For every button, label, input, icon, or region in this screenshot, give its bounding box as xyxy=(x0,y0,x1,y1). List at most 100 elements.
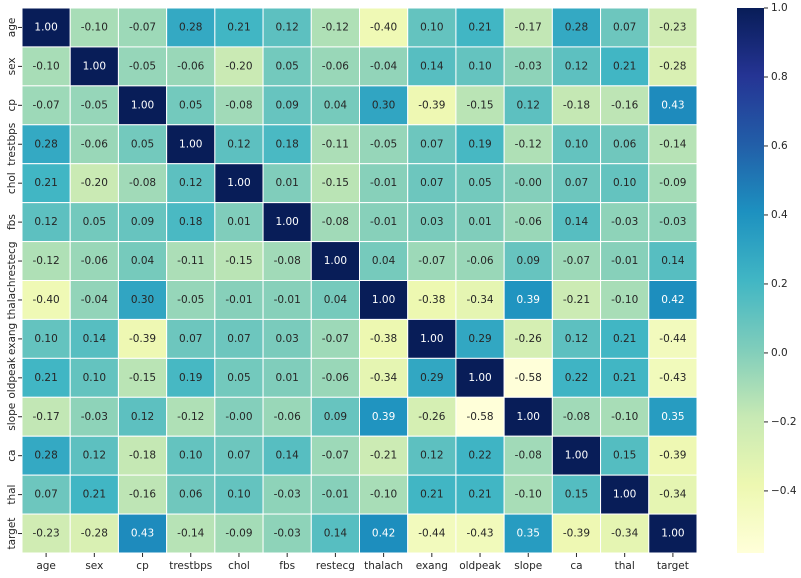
cell-label: 0.03 xyxy=(420,216,443,228)
cell-label: 0.09 xyxy=(275,99,298,111)
cell-label: 0.28 xyxy=(34,450,57,462)
y-tick-label: thalach xyxy=(6,280,18,319)
heatmap-cell xyxy=(310,202,360,243)
cell-label: 0.10 xyxy=(227,489,250,501)
heatmap-cell xyxy=(648,124,698,165)
cell-label: 0.15 xyxy=(613,450,636,462)
cell-label: -0.05 xyxy=(177,294,204,306)
cell-label: -0.40 xyxy=(370,21,397,33)
cell-label: 1.00 xyxy=(468,372,491,384)
cell-label: -0.39 xyxy=(659,450,686,462)
cell-label: 0.09 xyxy=(324,411,347,423)
cell-label: 0.14 xyxy=(661,255,685,267)
y-tick-label: exang xyxy=(6,323,18,355)
x-tick-label: target xyxy=(657,560,689,572)
cell-label: 1.00 xyxy=(131,99,154,111)
heatmap-cell xyxy=(359,474,409,515)
heatmap-cell xyxy=(600,241,650,281)
colorbar-tick-label: 0.4 xyxy=(771,209,788,221)
cell-label: -0.12 xyxy=(33,255,60,267)
heatmap-cell xyxy=(648,435,698,476)
cell-label: 0.30 xyxy=(372,99,395,111)
heatmap-cell xyxy=(648,85,698,126)
cell-label: 0.06 xyxy=(179,489,203,501)
heatmap-cell xyxy=(551,241,602,281)
cell-label: -0.10 xyxy=(81,21,108,33)
cell-label: 0.14 xyxy=(275,450,299,462)
cell-label: 0.01 xyxy=(275,177,298,189)
cell-label: 0.10 xyxy=(565,138,588,150)
cell-label: -0.38 xyxy=(370,333,397,345)
y-tick-label: age xyxy=(6,18,18,38)
heatmap-cell xyxy=(166,280,216,320)
x-tick-label: age xyxy=(36,560,56,572)
cell-label: -0.07 xyxy=(418,255,445,267)
cell-label: -0.58 xyxy=(466,411,493,423)
cell-label: -0.43 xyxy=(466,528,493,540)
heatmap-cell xyxy=(262,318,312,359)
cell-label: 0.04 xyxy=(324,294,348,306)
cell-label: -0.18 xyxy=(563,99,590,111)
heatmap-cell xyxy=(166,202,216,243)
heatmap-cell xyxy=(503,474,553,515)
heatmap-cell xyxy=(551,124,602,165)
cell-label: -0.34 xyxy=(466,294,493,306)
heatmap-cell xyxy=(359,396,409,437)
colorbar-tick-label: 0.8 xyxy=(771,71,788,83)
cell-label: 0.22 xyxy=(468,450,491,462)
cell-label: -0.17 xyxy=(515,21,542,33)
heatmap-cell xyxy=(503,85,553,126)
cell-label: 0.01 xyxy=(275,372,298,384)
cell-label: -0.15 xyxy=(466,99,493,111)
x-tick-label: cp xyxy=(136,560,149,572)
cell-label: -0.01 xyxy=(370,177,397,189)
heatmap-cell xyxy=(262,46,312,87)
heatmap-cell xyxy=(600,46,650,87)
cell-label: 1.00 xyxy=(34,21,57,33)
heatmap-cell xyxy=(551,280,602,320)
heatmap-cell xyxy=(310,513,360,554)
cell-label: -0.17 xyxy=(33,411,60,423)
heatmap-cell xyxy=(21,124,71,165)
heatmap-cell xyxy=(551,318,602,359)
cell-label: 0.39 xyxy=(372,411,395,423)
cell-label: 0.21 xyxy=(613,372,636,384)
heatmap-cell xyxy=(69,396,119,437)
cell-label: -0.21 xyxy=(563,294,590,306)
heatmap-cell xyxy=(648,46,698,87)
heatmap-cell xyxy=(359,357,409,398)
cell-label: 0.01 xyxy=(468,216,491,228)
cell-label: 0.43 xyxy=(131,528,154,540)
cell-label: 0.07 xyxy=(34,489,57,501)
heatmap-cell xyxy=(262,435,312,476)
heatmap-cell xyxy=(214,202,264,243)
cell-label: -0.08 xyxy=(274,255,301,267)
cell-label: 0.14 xyxy=(565,216,589,228)
heatmap-cell xyxy=(21,435,71,476)
heatmap-cell xyxy=(503,163,553,204)
cell-label: -0.58 xyxy=(515,372,542,384)
heatmap-cell xyxy=(359,202,409,243)
heatmap-cell xyxy=(69,357,119,398)
cell-label: 0.07 xyxy=(227,333,250,345)
heatmap-cell xyxy=(310,280,360,320)
cell-label: 0.07 xyxy=(613,21,636,33)
cell-label: 0.28 xyxy=(179,21,202,33)
cell-label: 0.21 xyxy=(83,489,106,501)
heatmap-cell xyxy=(648,318,698,359)
cell-label: -0.03 xyxy=(274,489,301,501)
heatmap-cell xyxy=(117,396,168,437)
heatmap-cell xyxy=(117,124,168,165)
heatmap-cell xyxy=(359,46,409,87)
cell-label: -0.11 xyxy=(177,255,204,267)
heatmap-cell xyxy=(117,435,168,476)
cell-label: -0.06 xyxy=(81,138,108,150)
colorbar-tick-label: 0.6 xyxy=(771,140,788,152)
cell-label: -0.08 xyxy=(563,411,590,423)
cell-label: 1.00 xyxy=(275,216,298,228)
cell-label: 0.07 xyxy=(420,138,443,150)
cell-label: -0.08 xyxy=(515,450,542,462)
cell-label: 0.21 xyxy=(468,21,491,33)
cell-label: 0.10 xyxy=(34,333,57,345)
cell-label: -0.09 xyxy=(225,528,252,540)
